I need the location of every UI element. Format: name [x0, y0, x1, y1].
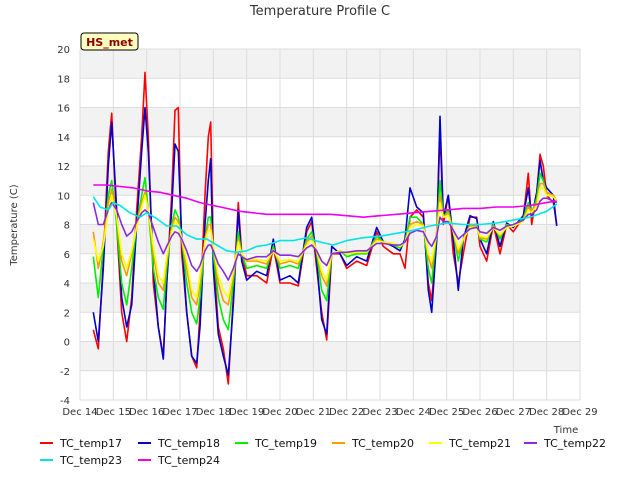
x-tick-label: Dec 18 — [196, 407, 231, 418]
x-tick-label: Dec 24 — [396, 407, 431, 418]
x-tick-label: Dec 29 — [562, 407, 597, 418]
hs-met-badge-box — [80, 32, 139, 51]
y-tick-label: 4 — [64, 279, 70, 290]
chart-title: Temperature Profile C — [249, 4, 390, 19]
series-line-tc-temp21 — [92, 187, 558, 299]
legend-label-tc-temp21: TC_temp21 — [448, 437, 511, 450]
y-tick-label: 10 — [57, 191, 70, 202]
hs-met-badge: HS_met — [80, 32, 139, 51]
plot-band — [80, 49, 580, 79]
x-tick-label: Dec 26 — [462, 407, 497, 418]
legend-label-tc-temp24: TC_temp24 — [157, 454, 220, 467]
legend-label-tc-temp20: TC_temp20 — [351, 437, 414, 450]
y-axis-label: Temperature (C) — [9, 184, 20, 266]
y-tick-label: 6 — [64, 250, 70, 261]
x-tick-label: Dec 22 — [329, 407, 364, 418]
plot-band — [80, 166, 580, 196]
x-tick-label: Dec 16 — [129, 407, 164, 418]
y-tick-label: 12 — [57, 162, 70, 173]
series-lines — [92, 71, 558, 385]
y-tick-label: -4 — [60, 396, 70, 407]
x-axis-label: Time — [553, 425, 578, 436]
x-tick-label: Dec 15 — [96, 407, 131, 418]
x-tick-label: Dec 17 — [162, 407, 197, 418]
series-line-tc-temp23 — [92, 196, 558, 254]
x-tick-label: Dec 19 — [229, 407, 264, 418]
y-tick-label: 18 — [57, 74, 70, 85]
y-tick-label: 2 — [64, 308, 70, 319]
y-tick-label: -2 — [60, 367, 70, 378]
x-tick-label: Dec 23 — [362, 407, 397, 418]
hs-met-badge-label: HS_met — [86, 36, 133, 49]
series-line-tc-temp22 — [92, 197, 558, 281]
legend: TC_temp17 TC_temp18 TC_temp19 TC_temp20 TC_t… — [40, 437, 606, 467]
grid-lines — [79, 48, 581, 401]
y-axis-ticks: -4 -2 0 2 4 6 8 10 12 14 16 18 20 — [57, 45, 70, 407]
legend-label-tc-temp17: TC_temp17 — [59, 437, 122, 450]
x-tick-label: Dec 14 — [62, 407, 97, 418]
x-tick-label: Dec 27 — [496, 407, 531, 418]
x-tick-label: Dec 20 — [262, 407, 297, 418]
y-tick-label: 16 — [57, 104, 70, 115]
x-tick-label: Dec 28 — [529, 407, 564, 418]
legend-label-tc-temp18: TC_temp18 — [157, 437, 220, 450]
legend-label-tc-temp19: TC_temp19 — [254, 437, 317, 450]
legend-label-tc-temp23: TC_temp23 — [59, 454, 122, 467]
y-tick-label: 0 — [64, 338, 70, 349]
x-tick-label: Dec 21 — [296, 407, 331, 418]
legend-label-tc-temp22: TC_temp22 — [543, 437, 606, 450]
plot-band — [80, 341, 580, 371]
y-tick-label: 14 — [57, 133, 70, 144]
plot-band — [80, 107, 580, 137]
x-tick-label: Dec 25 — [429, 407, 464, 418]
y-tick-label: 8 — [64, 221, 70, 232]
y-tick-label: 20 — [57, 45, 70, 56]
series-line-tc-temp24 — [93, 184, 557, 218]
